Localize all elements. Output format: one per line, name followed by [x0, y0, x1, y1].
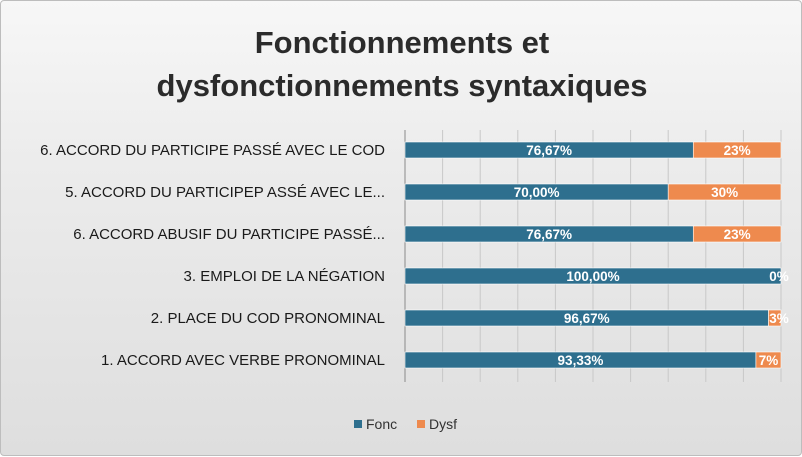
category-label: 1. ACCORD AVEC VERBE PRONOMINAL	[101, 352, 385, 369]
category-labels: 6. ACCORD DU PARTICIPE PASSÉ AVEC LE COD…	[40, 142, 385, 369]
chart-title: Fonctionnements et dysfonctionnements sy…	[157, 25, 648, 103]
category-label: 3. EMPLOI DE LA NÉGATION	[184, 268, 385, 285]
data-label-dysf: 3%	[769, 311, 789, 326]
legend-swatch-fonc	[354, 420, 362, 428]
bar-dysf	[667, 183, 782, 201]
data-label-fonc: 100,00%	[566, 269, 619, 284]
chart-title-line-1: Fonctionnements et	[255, 25, 550, 60]
category-label: 2. PLACE DU COD PRONOMINAL	[151, 310, 385, 327]
category-label: 5. ACCORD DU PARTICIPEP ASSÉ AVEC LE...	[65, 184, 385, 201]
chart-title-line-2: dysfonctionnements syntaxiques	[157, 68, 648, 103]
data-label-fonc: 96,67%	[564, 311, 610, 326]
category-label: 6. ACCORD DU PARTICIPE PASSÉ AVEC LE COD	[40, 142, 385, 159]
data-label-dysf: 23%	[724, 227, 751, 242]
legend-label-dysf: Dysf	[429, 416, 457, 432]
category-label: 6. ACCORD ABUSIF DU PARTICIPE PASSÉ...	[73, 226, 385, 243]
data-label-dysf: 23%	[724, 143, 751, 158]
bars	[404, 141, 782, 369]
data-labels: 76,67% 23% 70,00% 30% 76,67% 23% 100,00% 0% 96,6…	[514, 143, 789, 368]
bar-dysf	[755, 351, 782, 369]
data-label-dysf: 0%	[769, 269, 789, 284]
data-label-fonc: 76,67%	[526, 227, 572, 242]
data-label-fonc: 70,00%	[514, 185, 560, 200]
data-label-fonc: 93,33%	[558, 353, 604, 368]
bar-dysf	[692, 225, 782, 243]
bar-fonc	[404, 267, 782, 285]
legend-label-fonc: Fonc	[366, 416, 397, 432]
data-label-dysf: 30%	[711, 185, 738, 200]
gridlines	[404, 130, 782, 382]
data-label-dysf: 7%	[759, 353, 779, 368]
bar-dysf	[768, 309, 782, 327]
legend-swatch-dysf	[417, 420, 425, 428]
data-label-fonc: 76,67%	[526, 143, 572, 158]
legend: Fonc Dysf	[354, 416, 457, 432]
bar-dysf	[692, 141, 782, 159]
